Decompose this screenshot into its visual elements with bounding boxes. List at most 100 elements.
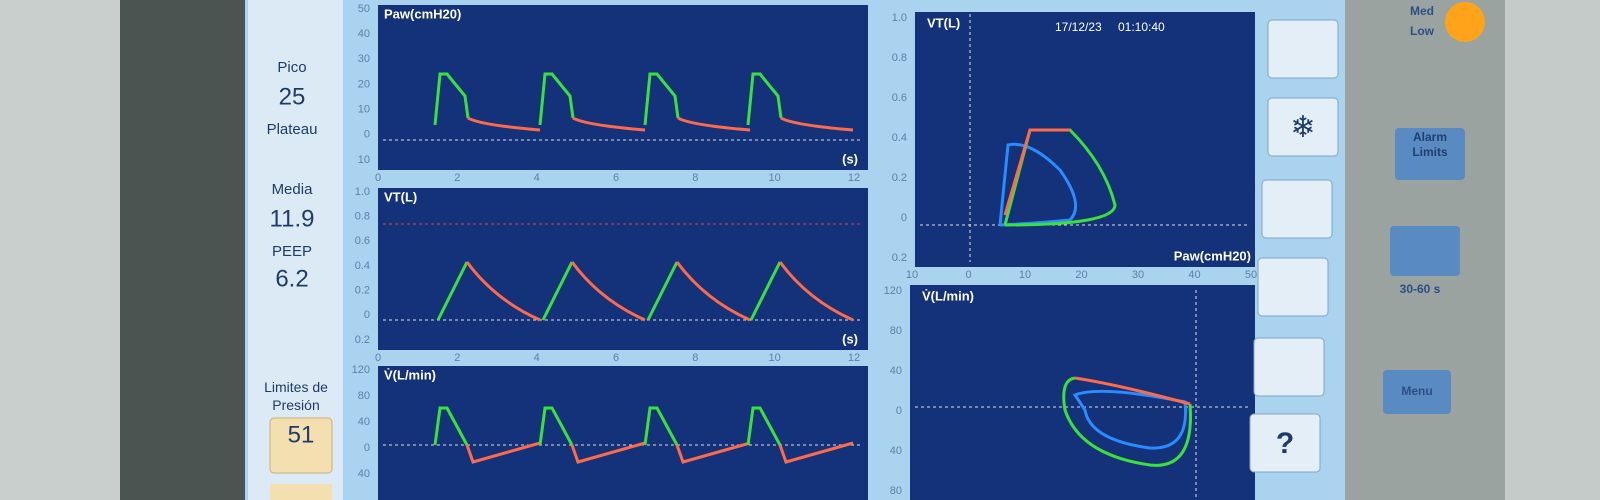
- y-tick-label: 80: [890, 325, 902, 337]
- y-tick-label: 1.0: [355, 186, 370, 198]
- timestamp-date: 17/12/23: [1055, 20, 1102, 34]
- waveform-insp: [433, 406, 469, 446]
- x-tick-label: 10: [906, 269, 918, 281]
- y-tick-label: 0.2: [892, 172, 907, 184]
- silence-button[interactable]: [1390, 226, 1460, 276]
- readout-panel: [248, 0, 343, 500]
- waveform-exp: [465, 441, 541, 464]
- y-tick-label: 0.2: [355, 334, 370, 346]
- alarm-limits-button[interactable]: [1395, 128, 1465, 180]
- y-tick-label: 40: [358, 28, 370, 40]
- waveform-insp: [646, 261, 679, 321]
- menu-button[interactable]: [1383, 370, 1451, 414]
- x-tick-label: 8: [692, 352, 698, 364]
- waveform-exp: [778, 261, 854, 322]
- freeze-icon: ❄: [1290, 111, 1315, 144]
- y-tick-label: 0.6: [892, 92, 907, 104]
- y-tick-label: 0.2: [355, 285, 370, 297]
- x-tick-label: 2: [454, 352, 460, 364]
- freeze-button[interactable]: [1267, 97, 1339, 157]
- y-tick-label: 80: [890, 485, 902, 497]
- y-tick-label: 1.0: [892, 12, 907, 24]
- menu-label: Menu: [1401, 384, 1432, 398]
- waveform-insp: [538, 72, 575, 126]
- bezel-left: [0, 0, 120, 500]
- flow-panel: [378, 366, 868, 500]
- x-tick-label: 20: [1075, 269, 1087, 281]
- pv-loop-panel: [915, 12, 1255, 267]
- waveform-insp: [436, 261, 469, 321]
- help-button[interactable]: [1249, 413, 1321, 473]
- save-button[interactable]: [1257, 257, 1329, 317]
- y-tick-label: 80: [358, 390, 370, 402]
- mean-value: 11.9: [270, 205, 315, 232]
- x-tick-label: 10: [769, 172, 781, 184]
- peep-value: 6.2: [275, 265, 308, 292]
- panel-title: VT(L): [384, 189, 417, 204]
- bezel-right: [1505, 0, 1600, 500]
- pressure-limit-label-box: Limites de Presión: [264, 379, 328, 413]
- mean-label: Media: [272, 181, 314, 198]
- pressure-limit-label: Limites de Presión: [264, 379, 328, 413]
- loop-exp: [1003, 128, 1070, 216]
- y-tick-label: 40: [890, 365, 902, 377]
- panel-title: Paw(cmH20): [384, 6, 461, 21]
- waveform-insp: [746, 406, 782, 446]
- waveform-exp: [465, 261, 541, 322]
- layout-button[interactable]: [1267, 19, 1339, 79]
- alarm-indicator: [1445, 2, 1485, 42]
- x-tick-label: 0: [375, 352, 381, 364]
- y-tick-label: 10: [358, 104, 370, 116]
- y-tick-label: 120: [884, 285, 902, 297]
- waveform-exp: [675, 261, 751, 322]
- indicator-bottom: Low: [1410, 24, 1435, 38]
- y-tick-label: 10: [358, 154, 370, 166]
- loop-insp: [1003, 128, 1117, 227]
- waveform-insp: [541, 261, 574, 321]
- x-tick-label: 50: [1245, 269, 1257, 281]
- side-buttons: [1249, 19, 1339, 473]
- pressure-limit-value: 51: [288, 421, 315, 448]
- x-tick-label: 6: [613, 172, 619, 184]
- y-tick-label: 40: [358, 468, 370, 480]
- x-tick-label: 10: [1019, 269, 1031, 281]
- x-unit: (s): [842, 151, 858, 166]
- y-tick-label: 0.8: [892, 52, 907, 64]
- y-tick-label: 0: [364, 129, 370, 141]
- y-tick-label: 0.6: [355, 235, 370, 247]
- y-tick-label: 0.4: [355, 260, 370, 272]
- y-tick-label: 0.2: [892, 252, 907, 264]
- pressure-panel: [378, 5, 868, 170]
- nebulizer-button[interactable]: [1253, 337, 1325, 397]
- waveform-insp: [433, 72, 470, 126]
- y-tick-label: 120: [352, 364, 370, 376]
- pressure-limit-button[interactable]: [269, 417, 333, 474]
- y-tick-label: 30: [358, 53, 370, 65]
- y-tick-label: 0: [364, 442, 370, 454]
- next-button[interactable]: [270, 484, 332, 500]
- alarm-limits-box: Alarm Limits: [1412, 130, 1447, 159]
- waveform-exp: [572, 116, 646, 132]
- waveform-insp: [538, 406, 574, 446]
- loop-insp: [1062, 376, 1192, 467]
- y-tick-label: 0: [896, 405, 902, 417]
- x-tick-label: 12: [848, 352, 860, 364]
- plateau-label: Plateau: [267, 121, 318, 138]
- y-tick-label: 40: [890, 445, 902, 457]
- waveform-insp: [749, 261, 782, 321]
- x-tick-label: 2: [454, 172, 460, 184]
- waveform-insp: [746, 72, 783, 126]
- bezel-inner: [120, 0, 245, 500]
- y-tick-label: 0: [364, 309, 370, 321]
- y-tick-label: 40: [358, 416, 370, 428]
- y-tick-label: 0: [901, 212, 907, 224]
- peak-label: Pico: [277, 59, 306, 76]
- peak-value: 25: [279, 83, 306, 110]
- waveform-exp: [780, 116, 854, 132]
- peep-label: PEEP: [272, 243, 312, 260]
- lung-button[interactable]: [1261, 179, 1333, 239]
- waveform-insp: [643, 406, 679, 446]
- loop-title: VT(L): [927, 15, 960, 30]
- volume-panel: [378, 188, 868, 350]
- waveform-exp: [570, 261, 646, 322]
